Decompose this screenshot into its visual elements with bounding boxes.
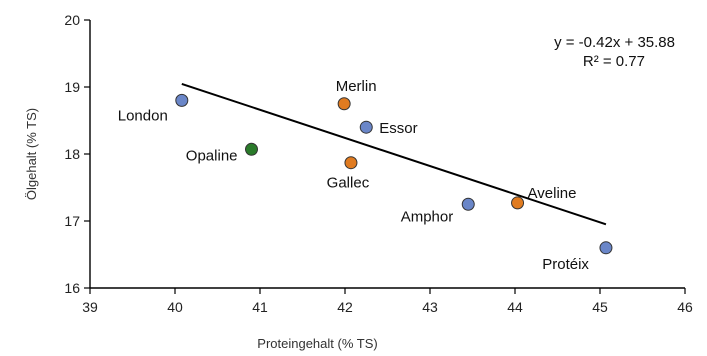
x-axis-title: Proteingehalt (% TS) <box>257 336 377 351</box>
point-label: Opaline <box>186 147 238 164</box>
data-point <box>359 120 373 134</box>
point-label: Aveline <box>528 185 577 202</box>
x-tick-label: 42 <box>337 299 353 315</box>
data-point <box>599 241 613 255</box>
x-tick-label: 44 <box>507 299 523 315</box>
y-tick-label: 16 <box>64 280 80 296</box>
y-tick-label: 18 <box>64 146 80 162</box>
y-tick-label: 20 <box>64 12 80 28</box>
point-label: Protéix <box>542 256 589 273</box>
y-tick-label: 19 <box>64 79 80 95</box>
point-label: Amphor <box>401 208 454 225</box>
x-tick-label: 39 <box>82 299 98 315</box>
y-axis-title: Ölgehalt (% TS) <box>24 108 39 200</box>
data-point <box>245 142 258 156</box>
data-point <box>344 156 358 170</box>
trendline-r-squared: R² = 0.77 <box>583 53 645 70</box>
trendline <box>181 82 607 226</box>
data-point <box>175 93 189 107</box>
point-label: Gallec <box>327 175 370 192</box>
x-tick-label: 46 <box>677 299 693 315</box>
x-tick-label: 45 <box>592 299 608 315</box>
x-tick-label: 40 <box>167 299 183 315</box>
trendline-layer <box>181 82 607 226</box>
x-tick-label: 41 <box>252 299 268 315</box>
y-tick-label: 17 <box>64 213 80 229</box>
axes: 39 40 41 42 43 44 45 46 16 17 18 19 20 <box>64 12 693 315</box>
x-tick-label: 43 <box>422 299 438 315</box>
trendline-equation: y = -0.42x + 35.88 <box>554 34 675 51</box>
point-label: London <box>118 107 168 124</box>
data-point <box>461 197 475 211</box>
data-point <box>337 97 351 111</box>
data-point <box>511 196 525 210</box>
point-label: Merlin <box>336 78 377 95</box>
points-layer: London Opaline Merlin Essor Gallec Amphor Avel… <box>118 78 613 273</box>
point-label: Essor <box>379 120 417 137</box>
